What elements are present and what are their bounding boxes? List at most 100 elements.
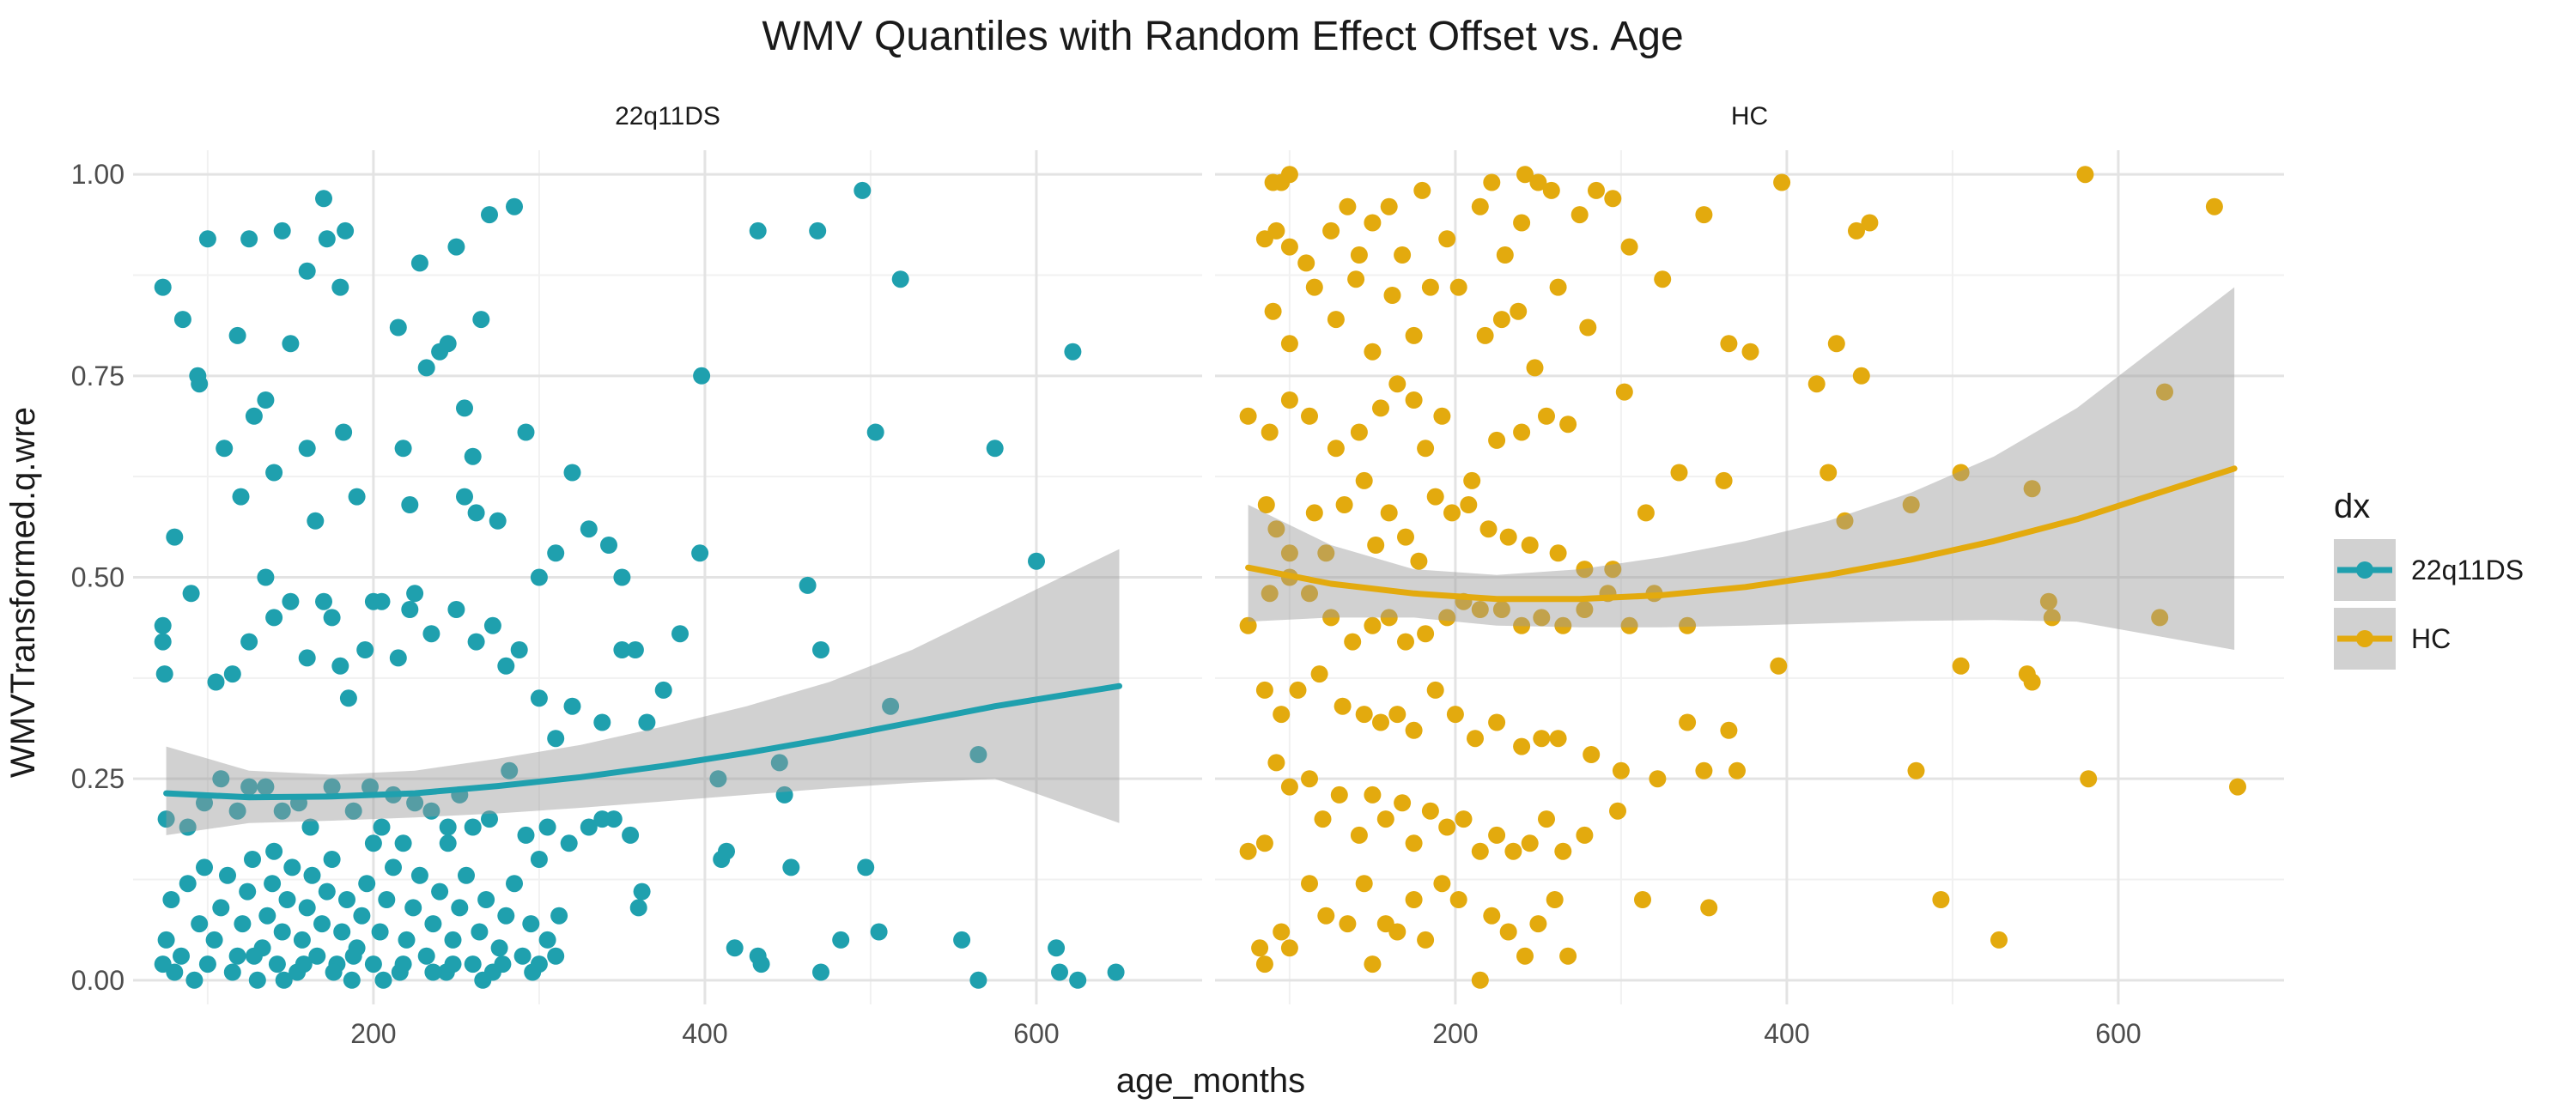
data-point [1455,810,1473,828]
data-point [1576,601,1594,618]
data-point [483,616,501,634]
data-point [494,955,512,973]
data-point [1261,423,1279,441]
data-point [775,785,793,804]
data-point [2043,609,2061,627]
data-point [1807,375,1826,393]
data-point [417,947,435,965]
data-point [1679,713,1697,731]
data-point [870,923,888,941]
data-point [1376,810,1394,828]
data-point [240,778,258,796]
data-point [1820,464,1838,482]
data-point [580,520,598,538]
data-point [275,971,293,989]
data-point [1952,657,1970,675]
data-point [1700,899,1718,917]
data-point [1649,770,1667,788]
data-point [1417,625,1435,643]
data-point [1322,221,1340,240]
data-point [1615,383,1633,401]
data-point [605,810,623,828]
data-point [1364,955,1382,973]
data-point [633,882,651,901]
data-point [323,851,341,868]
data-point [298,649,316,667]
data-point [417,359,435,377]
data-point [497,657,515,675]
data-point [1048,939,1066,957]
data-point [1902,496,1920,513]
data-point [179,818,197,836]
data-point [244,851,261,868]
data-point [1476,326,1494,344]
data-point [364,834,382,852]
data-point [1588,181,1605,199]
data-point [265,609,283,627]
strip-label: HC [1731,102,1768,130]
data-point [1107,963,1125,981]
data-point [1305,504,1323,522]
fit-line [1245,465,2238,603]
data-point [510,641,528,658]
data-point [456,399,473,417]
data-point [364,955,382,973]
data-point [323,778,341,796]
data-point [550,907,568,925]
data-point [1492,311,1510,329]
data-point [245,947,263,965]
data-point [1355,471,1373,489]
data-point [1433,407,1451,425]
y-tick-label: 1.00 [71,159,125,190]
data-point [471,923,489,941]
data-point [1460,496,1478,513]
data-point [1417,440,1435,458]
data-point [301,818,319,836]
data-point [538,931,556,949]
data-point [398,931,416,949]
data-point [1499,528,1517,546]
data-point [1770,657,1788,675]
data-point [205,931,223,949]
data-point [671,625,689,643]
data-point [410,254,428,272]
data-point [1679,616,1697,634]
data-point [1579,318,1597,337]
data-point [1488,826,1506,844]
y-tick-label: 0.25 [71,763,125,794]
data-point [219,866,236,884]
data-point [1542,181,1560,199]
data-point [318,882,336,901]
fit-line [163,682,1122,801]
data-point [1488,713,1506,731]
data-point [1773,173,1791,191]
data-point [474,971,492,989]
data-point [472,311,490,329]
data-point [295,955,313,973]
data-point [1255,834,1273,852]
data-point [969,971,987,989]
data-point [1388,375,1406,393]
data-point [337,221,355,240]
data-point [1330,785,1348,804]
data-point [273,923,291,941]
data-point [198,955,216,973]
data-point [1327,311,1345,329]
data-point [524,963,542,981]
legend-label: 22q11DS [2411,555,2524,585]
data-point [1421,802,1439,820]
data-point [654,681,672,699]
data-point [1397,528,1414,546]
data-point [1344,633,1362,651]
data-point [1301,585,1318,603]
data-point [1028,552,1045,570]
data-point [1051,963,1068,981]
data-point [1741,343,1759,361]
data-point [799,576,817,594]
data-point [1604,190,1622,208]
data-point [1549,544,1567,562]
data-point [1314,810,1332,828]
data-point [1990,931,2008,949]
data-point [1526,359,1544,377]
data-point [693,367,711,385]
